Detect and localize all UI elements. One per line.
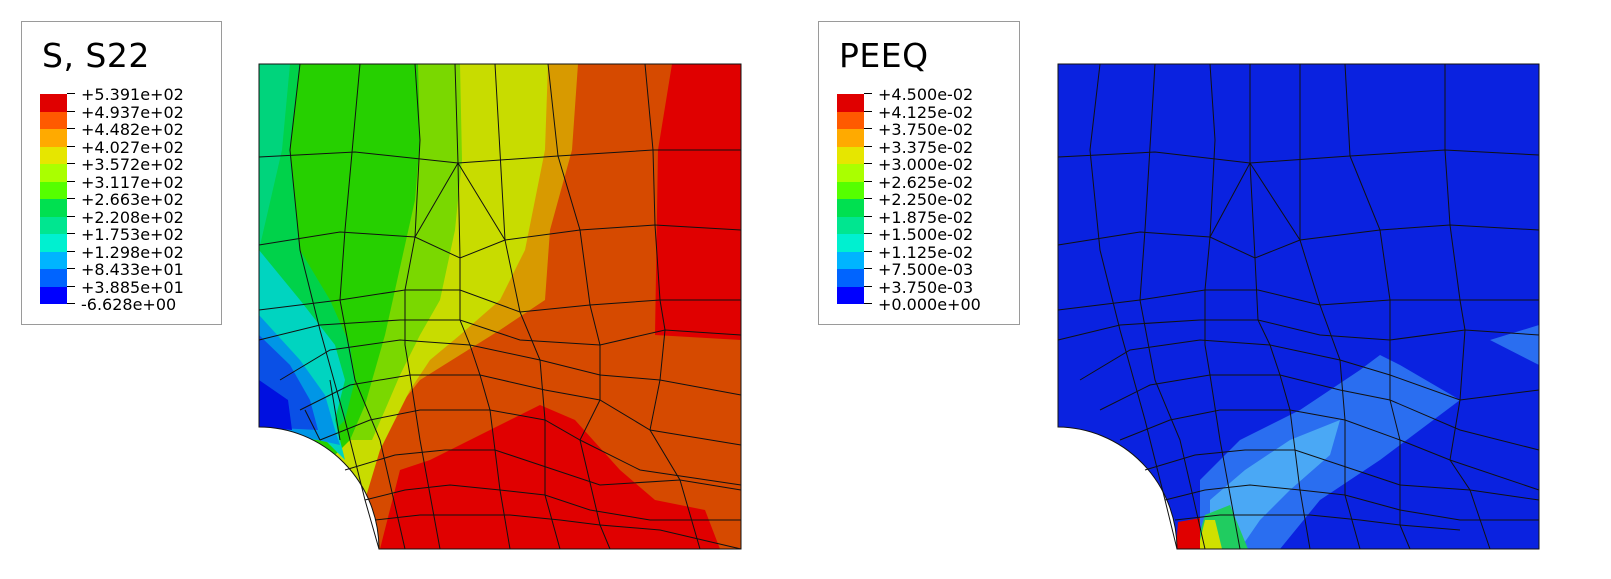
- peeq-legend-tick: [864, 163, 872, 164]
- s22-legend-value: +3.572e+02: [81, 155, 184, 174]
- s22-legend-tick: [67, 110, 75, 112]
- peeq-band-light: [1210, 420, 1340, 549]
- peeq-band-mid-right: [1490, 325, 1539, 365]
- s22-legend-tick: [67, 128, 75, 129]
- peeq-legend-swatch: [837, 286, 864, 304]
- peeq-legend-value: +1.125e-02: [878, 242, 974, 262]
- s22-legend-value: +5.391e+02: [81, 85, 184, 104]
- peeq-legend-value: +1.875e-02: [878, 207, 974, 227]
- s22-legend-swatch: [40, 146, 67, 164]
- s22-legend-tick: [67, 250, 75, 252]
- s22-legend-tick: [67, 303, 75, 304]
- peeq-band-red: [1176, 518, 1200, 549]
- peeq-legend-swatch: [837, 111, 864, 129]
- s22-legend-tick: [67, 145, 75, 147]
- peeq-legend: PEEQ +4.500e-02 +4.125e-02 +3.750e-02 +3.37…: [818, 21, 1020, 325]
- peeq-legend-tick: [864, 110, 872, 112]
- peeq-legend-swatch: [837, 234, 864, 252]
- peeq-legend-value: +7.500e-03: [878, 260, 974, 279]
- s22-legend-swatch: [40, 94, 67, 112]
- peeq-legend-tick: [864, 268, 872, 269]
- peeq-legend-title: PEEQ: [839, 36, 929, 75]
- s22-legend-value: +4.482e+02: [81, 120, 184, 139]
- peeq-legend-tick: [864, 250, 872, 252]
- peeq-mesh-lines: [1057, 63, 1540, 550]
- s22-legend-tick: [67, 93, 75, 94]
- s22-legend-swatch: [40, 199, 67, 217]
- s22-legend-swatch: [40, 286, 67, 304]
- s22-legend-tick: [67, 233, 75, 234]
- peeq-legend-value: +2.250e-02: [878, 190, 974, 209]
- s22-legend-tick: [67, 198, 75, 199]
- s22-legend-value: +4.027e+02: [81, 137, 184, 157]
- peeq-legend-value: +4.125e-02: [878, 102, 974, 122]
- s22-legend-value: +4.937e+02: [81, 102, 184, 122]
- peeq-legend-swatch: [837, 129, 864, 147]
- peeq-legend-value: +3.750e-03: [878, 277, 974, 297]
- peeq-legend-swatch: [837, 146, 864, 164]
- peeq-legend-tick: [864, 198, 872, 199]
- peeq-legend-swatch: [837, 216, 864, 234]
- s22-legend-swatch: [40, 269, 67, 287]
- peeq-legend-tick: [864, 180, 872, 182]
- peeq-band-yellow: [1198, 520, 1222, 549]
- peeq-legend-swatch: [837, 251, 864, 269]
- peeq-legend-value: +0.000e+00: [878, 295, 981, 314]
- s22-mesh-lines: [258, 63, 742, 550]
- s22-legend-swatch: [40, 181, 67, 199]
- peeq-contour-plot: [1057, 63, 1540, 550]
- s22-contour-plot: [258, 63, 742, 550]
- s22-legend-swatch: [40, 111, 67, 129]
- s22-legend-value: -6.628e+00: [81, 295, 177, 314]
- peeq-legend-value: +2.625e-02: [878, 172, 974, 192]
- peeq-legend-swatch: [837, 164, 864, 182]
- peeq-legend-value: +3.750e-02: [878, 120, 974, 139]
- peeq-legend-tick: [864, 145, 872, 147]
- s22-legend-tick: [67, 163, 75, 164]
- s22-legend-tick: [67, 285, 75, 287]
- s22-legend-value: +2.663e+02: [81, 190, 184, 209]
- peeq-legend-value: +3.000e-02: [878, 155, 974, 174]
- s22-legend-value: +1.298e+02: [81, 242, 184, 262]
- peeq-legend-tick: [864, 303, 872, 304]
- peeq-legend-tick: [864, 233, 872, 234]
- s22-band-dark-blue: [259, 380, 292, 430]
- peeq-legend-swatch: [837, 269, 864, 287]
- peeq-legend-tick: [864, 128, 872, 129]
- peeq-legend-swatch: [837, 199, 864, 217]
- s22-legend-value: +3.117e+02: [81, 172, 184, 192]
- s22-legend-tick: [67, 215, 75, 217]
- peeq-legend-swatch: [837, 181, 864, 199]
- s22-legend-swatch: [40, 216, 67, 234]
- s22-legend-value: +8.433e+01: [81, 260, 184, 279]
- peeq-legend-tick: [864, 93, 872, 94]
- s22-legend: S, S22 +5.391e+02 +4.937e+02 +4.482e+02 +4.…: [21, 21, 222, 325]
- peeq-legend-tick: [864, 285, 872, 287]
- peeq-legend-value: +1.500e-02: [878, 225, 974, 244]
- s22-legend-title: S, S22: [42, 36, 150, 75]
- s22-legend-value: +3.885e+01: [81, 277, 184, 297]
- peeq-legend-swatch: [837, 94, 864, 112]
- peeq-legend-value: +4.500e-02: [878, 85, 974, 104]
- s22-legend-swatch: [40, 234, 67, 252]
- s22-legend-tick: [67, 180, 75, 182]
- peeq-legend-tick: [864, 215, 872, 217]
- s22-legend-value: +2.208e+02: [81, 207, 184, 227]
- s22-legend-swatch: [40, 129, 67, 147]
- s22-legend-swatch: [40, 164, 67, 182]
- s22-legend-value: +1.753e+02: [81, 225, 184, 244]
- s22-legend-tick: [67, 268, 75, 269]
- peeq-legend-value: +3.375e-02: [878, 137, 974, 157]
- s22-legend-swatch: [40, 251, 67, 269]
